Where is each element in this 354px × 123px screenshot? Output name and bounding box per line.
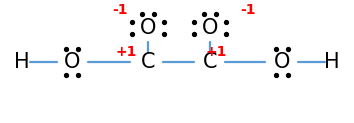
Text: C: C	[203, 52, 217, 72]
Text: C: C	[141, 52, 155, 72]
Text: O: O	[140, 18, 156, 38]
Text: -1: -1	[240, 3, 256, 17]
Text: H: H	[14, 52, 30, 72]
Text: +1: +1	[205, 45, 227, 59]
Text: O: O	[202, 18, 218, 38]
Text: O: O	[274, 52, 290, 72]
Text: +1: +1	[115, 45, 137, 59]
Text: H: H	[324, 52, 340, 72]
Text: O: O	[64, 52, 80, 72]
Text: -1: -1	[112, 3, 128, 17]
